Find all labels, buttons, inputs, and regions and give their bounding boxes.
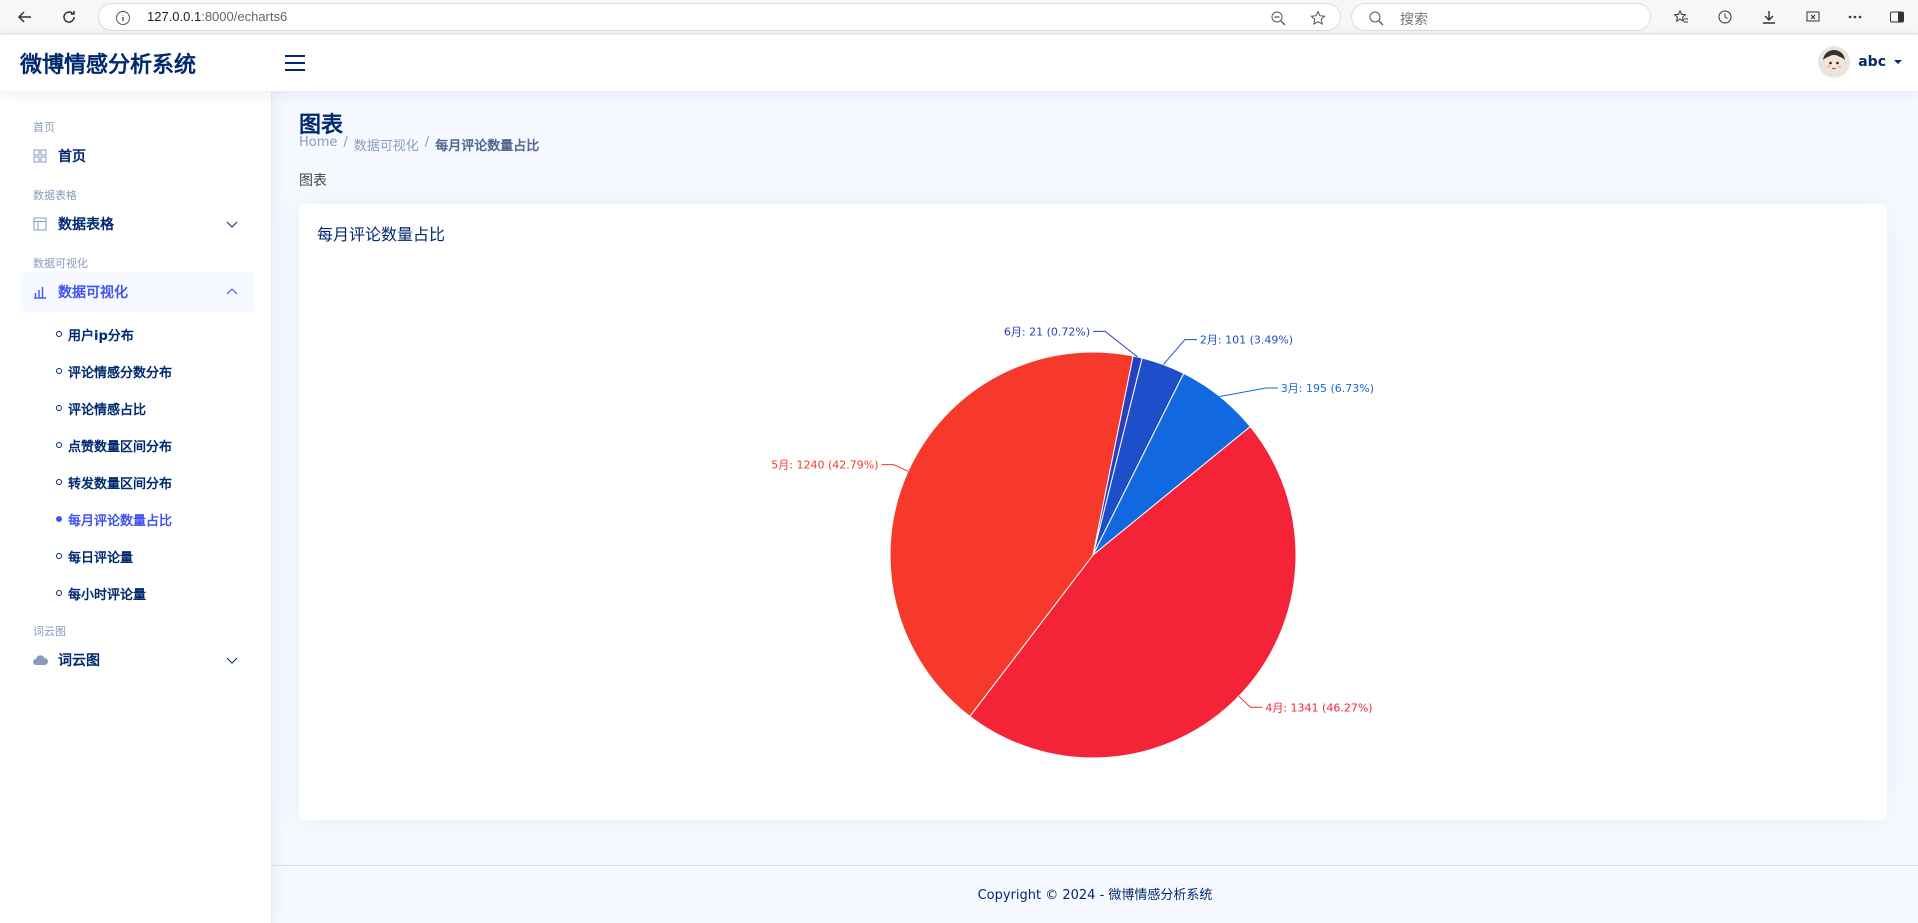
label-leader-line xyxy=(1219,387,1278,397)
cloud-icon xyxy=(32,652,48,668)
sidebar-item-label: 首页 xyxy=(58,149,86,165)
section-label: 图表 xyxy=(299,173,327,189)
bullet-icon xyxy=(56,553,62,559)
browser-search-box[interactable]: 搜索 xyxy=(1351,3,1651,31)
sidebar-item-label: 数据可视化 xyxy=(58,285,128,301)
pie-label: 5月: 1240 (42.79%) xyxy=(771,459,878,472)
favorite-star-icon[interactable] xyxy=(1310,10,1326,26)
sidebar-subitem[interactable]: 点赞数量区间分布 xyxy=(56,433,172,457)
label-leader-line xyxy=(881,464,909,472)
hamburger-menu-icon[interactable] xyxy=(284,52,306,74)
sidebar-subitem[interactable]: 用户ip分布 xyxy=(56,322,134,346)
sidebar: 首页 首页 数据表格 数据表格 数据可视化 数据可视化 用户ip分布 评论情感分… xyxy=(0,91,272,923)
zoom-out-icon[interactable] xyxy=(1270,10,1286,26)
sidebar-heading-wordcloud: 词云图 xyxy=(33,625,66,638)
more-icon[interactable] xyxy=(1842,4,1868,30)
sidebar-item-home[interactable]: 首页 xyxy=(20,136,254,176)
sidebar-subitem[interactable]: 评论情感占比 xyxy=(56,396,146,420)
breadcrumb-separator: / xyxy=(343,135,348,150)
app-header: 微博情感分析系统 abc xyxy=(0,35,1918,91)
sidebar-heading-home: 首页 xyxy=(33,121,55,134)
chart-title: 每月评论数量占比 xyxy=(317,225,446,244)
info-icon[interactable] xyxy=(115,10,131,26)
pie-label: 3月: 195 (6.73%) xyxy=(1281,382,1374,395)
address-bar[interactable]: 127.0.0.1:8000/echarts6 xyxy=(98,3,1341,31)
sidebar-item-wordcloud[interactable]: 词云图 xyxy=(20,640,254,680)
app-logo[interactable]: 微博情感分析系统 xyxy=(20,53,197,78)
label-leader-line xyxy=(1162,339,1197,365)
favorites-icon[interactable] xyxy=(1668,4,1694,30)
breadcrumb-current: 每月评论数量占比 xyxy=(435,139,540,154)
sidebar-subitem[interactable]: 转发数量区间分布 xyxy=(56,470,172,494)
profile-name[interactable]: abc xyxy=(1858,54,1886,70)
pie-slice-4[interactable] xyxy=(889,351,1134,718)
bar-chart-icon xyxy=(32,284,48,300)
label-leader-line xyxy=(1093,330,1138,358)
search-placeholder: 搜索 xyxy=(1400,12,1428,28)
sidebar-heading-tables: 数据表格 xyxy=(33,189,77,202)
caret-down-icon[interactable] xyxy=(1894,60,1902,64)
back-icon[interactable] xyxy=(12,4,38,30)
sidebar-subitem[interactable]: 每日评论量 xyxy=(56,544,133,568)
pie-label: 4月: 1341 (46.27%) xyxy=(1265,701,1372,714)
sidebar-subitem[interactable]: 每小时评论量 xyxy=(56,581,146,605)
sidebar-item-tables[interactable]: 数据表格 xyxy=(20,204,254,244)
grid-icon xyxy=(32,148,48,164)
copyright-text: Copyright © 2024 - 微博情感分析系统 xyxy=(977,888,1213,903)
bullet-icon xyxy=(56,479,62,485)
download-icon[interactable] xyxy=(1756,4,1782,30)
bullet-icon xyxy=(56,405,62,411)
chevron-up-icon[interactable] xyxy=(226,286,238,298)
history-icon[interactable] xyxy=(1712,4,1738,30)
breadcrumb-visualization[interactable]: 数据可视化 xyxy=(353,139,419,154)
table-icon xyxy=(32,216,48,232)
chevron-down-icon[interactable] xyxy=(226,218,238,230)
browser-toolbar: 127.0.0.1:8000/echarts6 搜索 xyxy=(0,0,1918,34)
bullet-icon xyxy=(56,442,62,448)
profile-dropdown[interactable]: abc xyxy=(1818,46,1902,78)
avatar[interactable] xyxy=(1818,46,1851,78)
sidebar-subitem-active[interactable]: 每月评论数量占比 xyxy=(56,507,172,531)
chart-card: 每月评论数量占比 2月: 101 (3.49%) 3月: 195 (6.73%) 4… xyxy=(299,204,1887,820)
breadcrumb-home[interactable]: Home xyxy=(299,135,338,150)
sidebar-item-visualization[interactable]: 数据可视化 xyxy=(20,272,254,312)
chevron-down-icon[interactable] xyxy=(226,654,238,666)
bullet-icon xyxy=(56,331,62,337)
pie-label: 2月: 101 (3.49%) xyxy=(1200,334,1293,347)
url-text: 127.0.0.1:8000/echarts6 xyxy=(147,9,288,24)
sidebar-subitem[interactable]: 评论情感分数分布 xyxy=(56,359,172,383)
search-icon xyxy=(1369,11,1384,26)
sidebar-toggle-icon[interactable] xyxy=(1884,4,1910,30)
breadcrumb-separator: / xyxy=(424,135,430,150)
pie-label: 6月: 21 (0.72%) xyxy=(1004,325,1090,338)
screenshot-icon[interactable] xyxy=(1800,4,1826,30)
footer: Copyright © 2024 - 微博情感分析系统 xyxy=(272,865,1918,923)
sidebar-heading-visualization: 数据可视化 xyxy=(33,257,88,270)
label-leader-line xyxy=(1238,695,1263,708)
sidebar-item-label: 词云图 xyxy=(58,653,100,669)
bullet-icon xyxy=(56,590,62,596)
refresh-icon[interactable] xyxy=(56,4,82,30)
breadcrumb: Home / 数据可视化 / 每月评论数量占比 xyxy=(299,135,539,154)
bullet-icon xyxy=(56,516,62,522)
page-title: 图表 xyxy=(299,113,344,138)
pie-chart[interactable]: 2月: 101 (3.49%) 3月: 195 (6.73%) 4月: 1341 (… xyxy=(299,204,1887,820)
bullet-icon xyxy=(56,368,62,374)
sidebar-item-label: 数据表格 xyxy=(58,217,114,233)
